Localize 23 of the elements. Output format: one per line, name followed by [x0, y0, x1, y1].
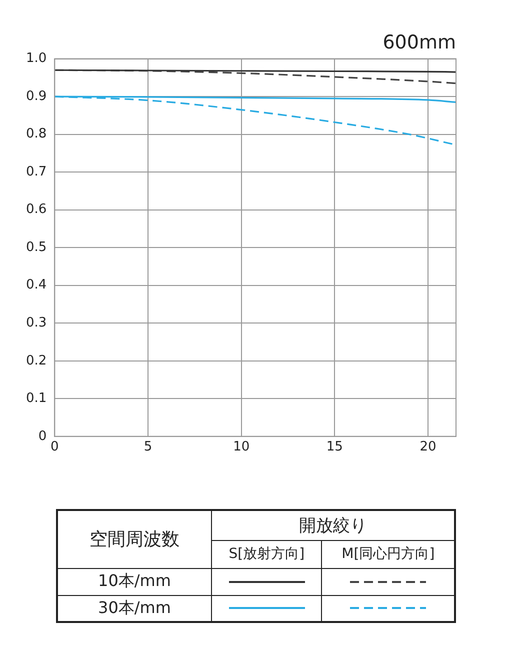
x-tick-label: 20: [420, 440, 436, 455]
text: M[同心円方向]: [322, 540, 455, 568]
y-tick-label: 0.8: [26, 126, 47, 142]
y-tick-label: 0: [38, 428, 47, 444]
y-tick-label: 1.0: [26, 51, 47, 66]
y-tick-label: 0.3: [26, 315, 47, 330]
y-tick-label: 0.1: [26, 391, 47, 406]
text: 10本/mm: [57, 568, 212, 595]
x-tick-label: 5: [144, 440, 152, 455]
text: 30本/mm: [57, 595, 212, 622]
y-tick-label: 0.7: [26, 164, 47, 180]
x-tick-label: 0: [50, 440, 59, 455]
legend-title: 空間周波数: [57, 510, 212, 568]
x-tick-label: 10: [233, 440, 250, 455]
chart-title: 600mm: [382, 31, 456, 54]
y-tick-label: 0.6: [26, 202, 47, 218]
x-tick-label: 15: [326, 440, 343, 455]
text: 開放絞り: [212, 510, 455, 540]
text: S[放射方向]: [212, 540, 322, 568]
y-tick-label: 0.9: [26, 88, 47, 104]
y-tick-label: 0.4: [26, 278, 47, 293]
y-tick-label: 0.2: [26, 353, 47, 368]
y-tick-label: 0.5: [26, 240, 47, 255]
